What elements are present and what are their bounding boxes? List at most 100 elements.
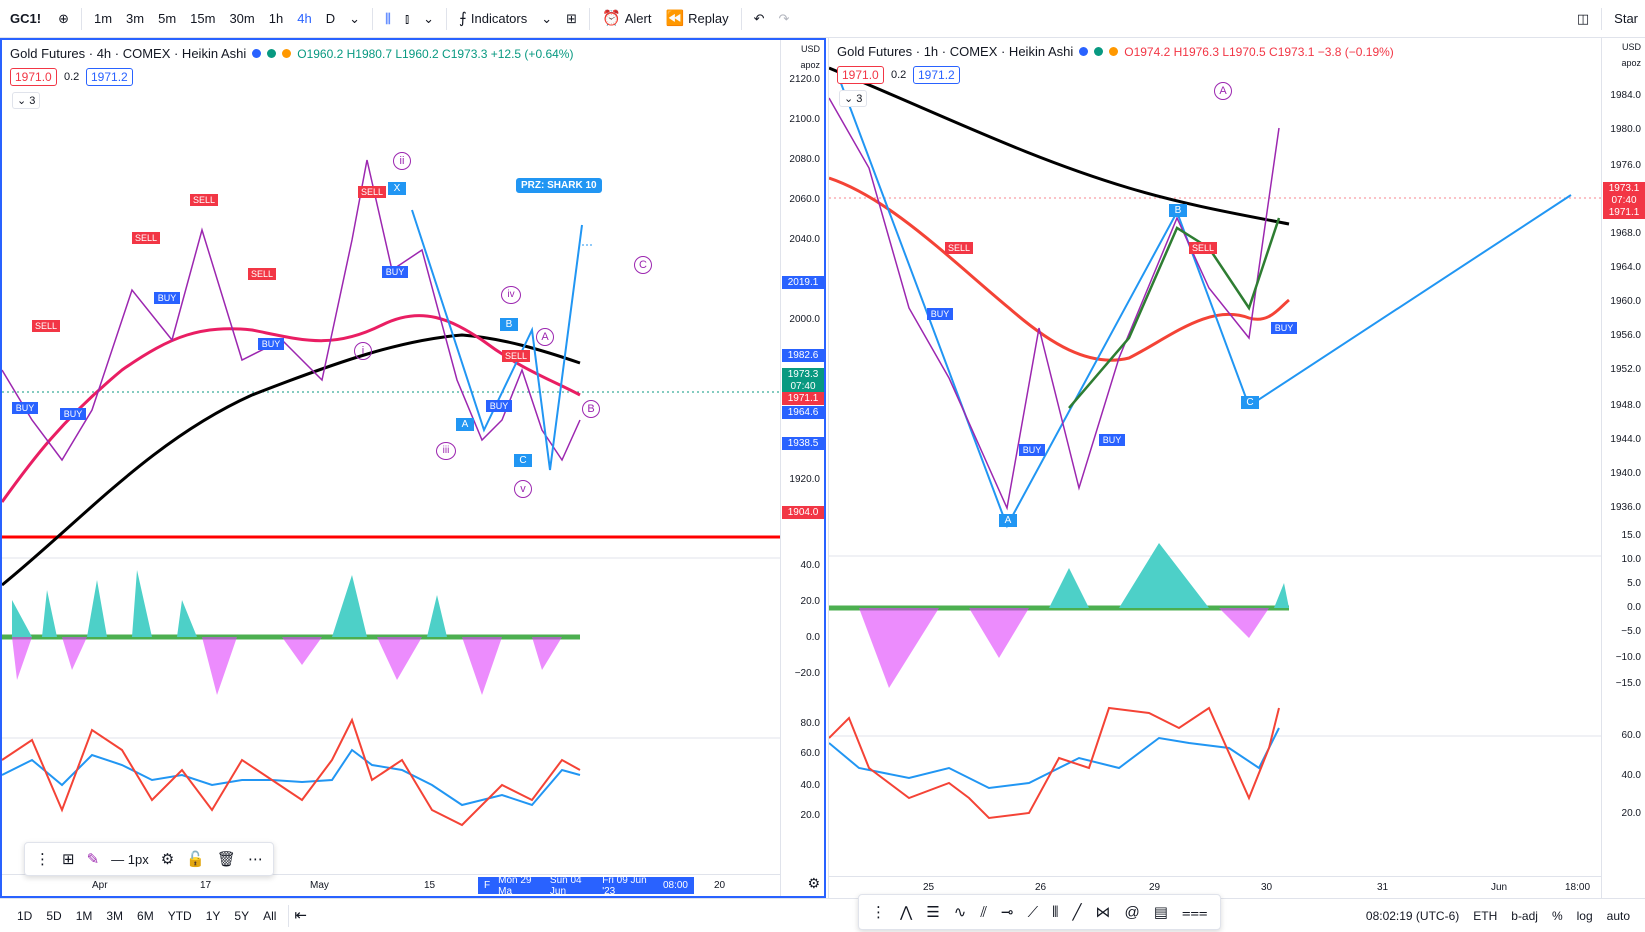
- drag-handle-icon[interactable]: ⋮: [35, 850, 50, 868]
- sell-price-box[interactable]: 1971.0: [837, 66, 884, 84]
- auto-toggle[interactable]: auto: [1606, 908, 1630, 923]
- drag-handle-icon[interactable]: ⋮: [871, 903, 886, 921]
- calendar-range-icon[interactable]: ⇤: [294, 907, 307, 924]
- range-6M[interactable]: 6M: [137, 908, 154, 923]
- pattern-point-c[interactable]: C: [1241, 396, 1259, 409]
- range-5D[interactable]: 5D: [46, 908, 62, 923]
- percent-toggle[interactable]: %: [1551, 908, 1563, 923]
- pattern-point-b[interactable]: B: [500, 318, 518, 331]
- range-All[interactable]: All: [263, 908, 277, 923]
- gann-tool-icon[interactable]: ▤: [1153, 903, 1168, 921]
- left-time-axis[interactable]: Apr 17 May 15 F Mon 29 Ma Sun 04 Jun Fri…: [2, 874, 780, 897]
- right-time-axis[interactable]: 25 26 29 30 31 Jun 18:00: [829, 876, 1601, 898]
- wave-label-i[interactable]: i: [354, 342, 372, 360]
- interval-1m[interactable]: 1m: [93, 11, 113, 26]
- flag-icon[interactable]: [1079, 47, 1089, 56]
- trash-icon[interactable]: 🗑: [216, 850, 236, 868]
- buy-price-box[interactable]: 1971.2: [913, 66, 960, 84]
- template-icon[interactable]: ⊞: [62, 850, 75, 868]
- interval-D[interactable]: D: [325, 11, 336, 26]
- currency-label[interactable]: USD: [1621, 42, 1641, 52]
- range-1Y[interactable]: 1Y: [205, 908, 221, 923]
- pattern-tool-icon[interactable]: ⋀: [900, 903, 913, 921]
- indicators-button[interactable]: ⨍ Indicators: [452, 6, 534, 32]
- interval-4h[interactable]: 4h: [297, 11, 312, 26]
- wave-label-iv[interactable]: iv: [501, 286, 521, 304]
- replay-button[interactable]: ⏪ Replay: [658, 6, 735, 32]
- wave-label-iii[interactable]: iii: [436, 442, 456, 460]
- right-chart-pane[interactable]: Gold Futures · 1h · COMEX · Heikin Ashi …: [828, 38, 1645, 898]
- fib-tool-icon[interactable]: ☰: [926, 903, 940, 921]
- symbol-search[interactable]: GC1!: [10, 11, 42, 26]
- pattern-point-b[interactable]: B: [1169, 204, 1187, 217]
- settings-gear-icon[interactable]: ⚙: [807, 875, 820, 891]
- session-toggle[interactable]: ETH: [1473, 908, 1498, 923]
- range-5Y[interactable]: 5Y: [234, 908, 250, 923]
- chevron-down-icon[interactable]: ⌄: [423, 10, 435, 26]
- bar-style-icon[interactable]: ⫼: [384, 10, 391, 26]
- chevron-down-icon[interactable]: ⌄: [349, 10, 360, 26]
- range-YTD[interactable]: YTD: [167, 908, 192, 923]
- xabcd-tool-icon[interactable]: ⋈: [1095, 903, 1111, 921]
- interval-15m[interactable]: 15m: [190, 11, 216, 26]
- horizontal-ray-icon[interactable]: ⊸: [1001, 903, 1014, 921]
- spiral-tool-icon[interactable]: @: [1124, 903, 1140, 921]
- star-label[interactable]: Star: [1614, 11, 1638, 26]
- wave-label-A[interactable]: A: [1214, 82, 1232, 100]
- wave-tool-icon[interactable]: ∿: [953, 903, 967, 921]
- interval-1h[interactable]: 1h: [268, 11, 284, 26]
- compare-add-icon[interactable]: ⊕: [58, 10, 69, 26]
- left-chart-pane[interactable]: Gold Futures · 4h · COMEX · Heikin Ashi …: [0, 38, 826, 898]
- prz-label[interactable]: PRZ: SHARK 10: [516, 178, 602, 193]
- pattern-point-a[interactable]: A: [999, 514, 1017, 527]
- pitchfork-tool-icon[interactable]: ⫴: [1052, 903, 1059, 921]
- left-title[interactable]: Gold Futures · 4h · COMEX · Heikin Ashi: [10, 46, 247, 61]
- layout-grid-icon[interactable]: ⊞: [566, 10, 578, 26]
- right-title[interactable]: Gold Futures · 1h · COMEX · Heikin Ashi: [837, 44, 1074, 59]
- interval-3m[interactable]: 3m: [126, 11, 145, 26]
- lock-icon[interactable]: 🔓: [186, 850, 205, 868]
- left-price-axis[interactable]: USD apoz 2120.0 2100.0 2080.0 2060.0 204…: [780, 40, 824, 896]
- range-1M[interactable]: 1M: [75, 908, 93, 923]
- candle-style-icon[interactable]: ⫾: [404, 10, 410, 26]
- pattern-point-x[interactable]: X: [388, 182, 406, 195]
- pencil-icon[interactable]: ✎: [86, 850, 100, 868]
- wave-label-v[interactable]: v: [514, 480, 532, 498]
- more-tools-icon[interactable]: ⩶: [1181, 903, 1208, 921]
- interval-30m[interactable]: 30m: [229, 11, 255, 26]
- settings-gear-icon[interactable]: ⚙: [160, 850, 175, 868]
- range-3M[interactable]: 3M: [106, 908, 124, 923]
- wave-label-B[interactable]: B: [582, 400, 600, 418]
- indicators-collapse[interactable]: ⌄ 3: [12, 92, 41, 109]
- line-tool-icon[interactable]: ╱: [1072, 903, 1082, 921]
- trendline-tool-icon[interactable]: ⟋: [1027, 903, 1039, 921]
- scale-mode-label[interactable]: apoz: [1621, 58, 1641, 68]
- adjustment-toggle[interactable]: b-adj: [1511, 908, 1538, 923]
- abc-pattern-line[interactable]: [838, 77, 1572, 529]
- sell-price-box[interactable]: 1971.0: [10, 68, 57, 86]
- shark-pattern-line[interactable]: [411, 209, 583, 471]
- clock-time[interactable]: 08:02:19 (UTC-6): [1365, 908, 1460, 923]
- layout-split-icon[interactable]: ◫: [1576, 10, 1590, 26]
- more-icon[interactable]: ⋯: [247, 850, 263, 868]
- wave-label-ii[interactable]: ii: [393, 152, 411, 170]
- range-1D[interactable]: 1D: [17, 908, 33, 923]
- flag-icon[interactable]: [252, 49, 262, 58]
- buy-price-box[interactable]: 1971.2: [86, 68, 133, 86]
- left-chart-canvas[interactable]: [2, 40, 780, 876]
- undo-icon[interactable]: ↶: [753, 10, 765, 26]
- indicators-collapse[interactable]: ⌄ 3: [839, 90, 868, 107]
- pattern-point-c[interactable]: C: [514, 454, 532, 467]
- pattern-point-a[interactable]: A: [456, 418, 474, 431]
- alert-button[interactable]: ⏰ Alert: [595, 6, 658, 32]
- log-toggle[interactable]: log: [1576, 908, 1593, 923]
- interval-5m[interactable]: 5m: [158, 11, 177, 26]
- redo-icon[interactable]: ↷: [778, 10, 790, 26]
- wave-label-C[interactable]: C: [634, 256, 652, 274]
- right-price-axis[interactable]: USD apoz 1984.0 1980.0 1976.0 1968.0 196…: [1601, 38, 1645, 898]
- channel-tool-icon[interactable]: ⫽: [980, 903, 988, 921]
- right-chart-canvas[interactable]: [829, 38, 1602, 874]
- chevron-down-icon[interactable]: ⌄: [541, 10, 553, 26]
- scale-mode-label[interactable]: apoz: [800, 60, 820, 70]
- line-width-selector[interactable]: — 1px: [111, 851, 149, 867]
